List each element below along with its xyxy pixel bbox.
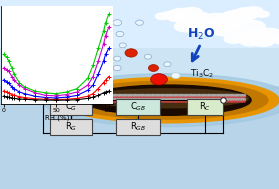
Ellipse shape — [211, 22, 241, 36]
Circle shape — [93, 29, 103, 36]
Circle shape — [136, 20, 143, 25]
Ellipse shape — [235, 8, 256, 17]
Ellipse shape — [229, 10, 245, 17]
Ellipse shape — [186, 18, 216, 31]
Text: Ti$_3$C$_2$: Ti$_3$C$_2$ — [190, 67, 214, 80]
Ellipse shape — [216, 12, 252, 28]
Ellipse shape — [224, 11, 236, 17]
Circle shape — [114, 56, 121, 61]
Ellipse shape — [195, 23, 223, 36]
FancyBboxPatch shape — [116, 119, 160, 135]
X-axis label: RH (%): RH (%) — [45, 115, 69, 121]
Text: R$_G$: R$_G$ — [65, 120, 77, 133]
Ellipse shape — [155, 13, 170, 20]
Circle shape — [116, 31, 124, 37]
Ellipse shape — [56, 77, 279, 123]
Circle shape — [144, 54, 151, 59]
Circle shape — [80, 41, 88, 46]
Ellipse shape — [224, 35, 243, 43]
Circle shape — [151, 74, 167, 85]
Circle shape — [113, 65, 121, 71]
Ellipse shape — [177, 14, 196, 22]
FancyBboxPatch shape — [116, 99, 160, 115]
Ellipse shape — [67, 81, 268, 119]
Ellipse shape — [197, 13, 239, 32]
Ellipse shape — [169, 9, 194, 19]
Circle shape — [119, 43, 126, 48]
Ellipse shape — [256, 28, 279, 40]
FancyBboxPatch shape — [187, 99, 223, 115]
Ellipse shape — [162, 11, 181, 19]
Ellipse shape — [237, 20, 265, 33]
Ellipse shape — [193, 12, 210, 20]
Circle shape — [125, 49, 137, 57]
Ellipse shape — [174, 21, 199, 32]
Circle shape — [74, 52, 82, 57]
FancyBboxPatch shape — [50, 119, 92, 135]
Ellipse shape — [84, 85, 251, 115]
Ellipse shape — [255, 11, 269, 17]
Ellipse shape — [168, 14, 185, 22]
Text: C$_{GB}$: C$_{GB}$ — [130, 101, 146, 113]
Text: H$_2$O: H$_2$O — [187, 26, 215, 42]
Text: R$_C$: R$_C$ — [199, 101, 211, 113]
Text: C$_G$: C$_G$ — [65, 101, 77, 113]
Bar — [0, 0, 279, 85]
Ellipse shape — [245, 7, 263, 15]
Circle shape — [113, 20, 122, 26]
Text: R$_{GB}$: R$_{GB}$ — [130, 120, 146, 133]
Ellipse shape — [241, 29, 272, 43]
Ellipse shape — [242, 12, 257, 19]
Ellipse shape — [233, 33, 256, 43]
Ellipse shape — [240, 37, 261, 46]
Bar — [0, 0, 279, 47]
Ellipse shape — [181, 8, 202, 17]
FancyBboxPatch shape — [50, 99, 92, 115]
Circle shape — [98, 40, 109, 47]
Circle shape — [148, 65, 158, 71]
Circle shape — [164, 62, 171, 67]
Ellipse shape — [86, 89, 248, 108]
Ellipse shape — [271, 35, 279, 44]
Circle shape — [171, 73, 180, 79]
Ellipse shape — [234, 12, 248, 19]
Ellipse shape — [251, 36, 275, 46]
Ellipse shape — [42, 74, 279, 127]
Circle shape — [93, 54, 102, 60]
